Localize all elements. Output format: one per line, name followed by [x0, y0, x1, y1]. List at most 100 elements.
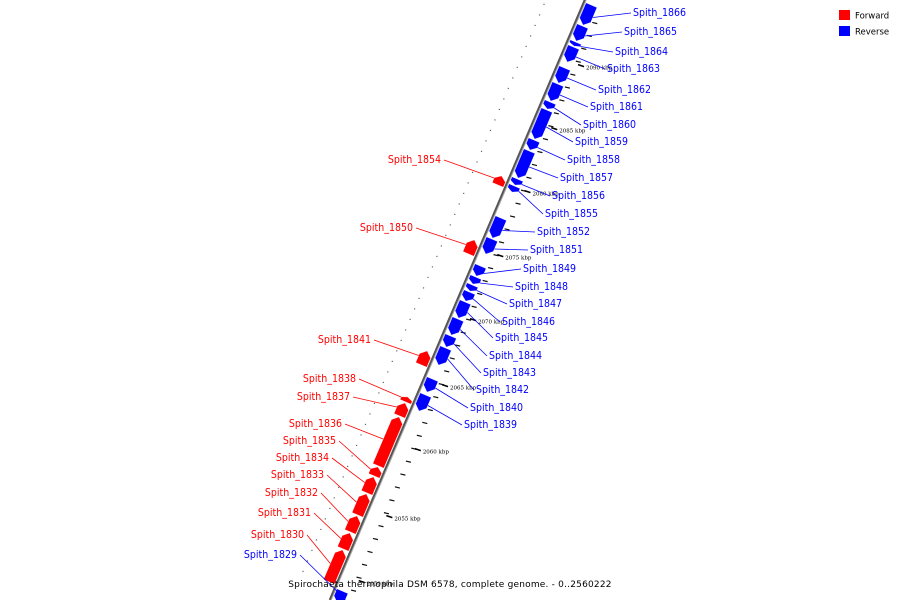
minor-tick [570, 73, 576, 76]
gene-spith-1842[interactable] [434, 345, 452, 366]
gene-spith-1859[interactable] [530, 107, 553, 140]
minor-tick [383, 512, 390, 515]
minor-tick [361, 563, 368, 567]
gene-spith-1836[interactable] [372, 416, 403, 469]
gene-spith-1839[interactable] [415, 392, 432, 412]
gene-label-spith-1859: Spith_1859 [575, 136, 628, 148]
gene-label-spith-1836: Spith_1836 [289, 418, 342, 430]
gene-spith-1848[interactable] [468, 274, 482, 285]
guide-dot [431, 266, 434, 268]
leader-spith-1855 [518, 191, 544, 215]
leader-spith-1861 [559, 94, 589, 108]
minor-tick [444, 370, 450, 373]
guide-dot [534, 24, 536, 27]
guide-dot [498, 108, 500, 111]
guide-dot [342, 476, 344, 478]
gene-spith-1860[interactable] [542, 99, 557, 110]
guide-dot [320, 528, 322, 531]
gene-spith-1838[interactable] [399, 396, 413, 405]
gene-spith-1862[interactable] [554, 65, 571, 84]
gene-spith-1843[interactable] [442, 333, 457, 348]
leader-spith-1839 [427, 405, 463, 426]
minor-tick [427, 408, 433, 412]
gene-spith-1861[interactable] [547, 81, 564, 102]
minor-tick [592, 21, 598, 25]
gene-label-spith-1837: Spith_1837 [297, 391, 350, 403]
gene-spith-1835[interactable] [368, 466, 382, 479]
guide-dot [463, 192, 465, 195]
leader-spith-1866 [592, 12, 632, 18]
gene-spith-1852[interactable] [488, 215, 507, 239]
gene-label-spith-1852: Spith_1852 [537, 226, 590, 238]
gene-label-spith-1835: Spith_1835 [283, 435, 336, 447]
minor-tick [531, 163, 538, 167]
leader-spith-1840 [435, 387, 469, 409]
guide-dot [507, 87, 509, 90]
guide-dot [338, 486, 340, 489]
guide-dot [480, 150, 483, 153]
gene-spith-1846[interactable] [461, 289, 476, 302]
leader-spith-1835 [338, 440, 371, 470]
gene-spith-1831[interactable] [337, 532, 354, 552]
guide-dot [396, 350, 398, 352]
gene-label-spith-1854: Spith_1854 [388, 154, 441, 166]
gene-features [323, 2, 598, 600]
leader-spith-1865 [584, 31, 623, 37]
gene-label-spith-1838: Spith_1838 [303, 373, 356, 385]
gene-spith-1854[interactable] [491, 175, 506, 188]
gene-spith-1865[interactable] [572, 23, 589, 42]
gene-spith-1833[interactable] [351, 493, 371, 518]
guide-dot [329, 507, 331, 510]
guide-dot [400, 339, 402, 342]
tick-label: 2060 kbp [423, 450, 450, 456]
gene-spith-1855[interactable] [507, 183, 521, 193]
gene-spith-1830[interactable] [323, 549, 347, 585]
minor-tick [498, 241, 505, 244]
gene-spith-1834[interactable] [361, 476, 378, 496]
guide-dot [485, 140, 487, 142]
gene-spith-1851[interactable] [482, 236, 498, 255]
gene-label-spith-1844: Spith_1844 [489, 350, 542, 362]
guide-dot [418, 297, 420, 300]
gene-spith-1837[interactable] [393, 402, 409, 419]
leader-spith-1862 [566, 77, 597, 91]
guide-dot [436, 255, 438, 258]
minor-tick [433, 395, 439, 399]
gene-spith-1849[interactable] [472, 263, 487, 277]
gene-spith-1856[interactable] [510, 176, 524, 186]
gene-spith-1850[interactable] [462, 239, 479, 257]
guide-dot [306, 560, 309, 562]
guide-dot [364, 423, 367, 426]
gene-spith-1832[interactable] [344, 515, 361, 535]
guide-dot [512, 77, 514, 79]
gene-spith-1844[interactable] [447, 316, 464, 336]
minor-tick [553, 112, 560, 115]
gene-spith-1863[interactable] [563, 44, 580, 63]
leader-spith-1829 [299, 554, 346, 600]
minor-tick [487, 266, 494, 270]
guide-dot [543, 3, 545, 6]
gene-label-spith-1833: Spith_1833 [271, 469, 324, 481]
major-tick [441, 383, 449, 388]
gene-spith-1858[interactable] [526, 137, 540, 151]
minor-tick [575, 60, 581, 63]
genome-axis [328, 0, 587, 600]
gene-spith-1866[interactable] [579, 2, 598, 26]
minor-tick [466, 318, 472, 321]
minor-tick [449, 357, 455, 360]
gene-spith-1857[interactable] [514, 148, 536, 179]
leader-spith-1834 [331, 457, 365, 483]
gene-labels: Spith_1829 Spith_1830 Spith_1831 Spith_1832… [244, 7, 686, 561]
guide-dot [302, 570, 304, 573]
minor-tick [537, 150, 543, 154]
gene-label-spith-1866: Spith_1866 [633, 7, 686, 19]
gene-spith-1840[interactable] [423, 376, 439, 393]
leader-spith-1864 [580, 46, 614, 53]
gene-spith-1841[interactable] [415, 350, 431, 368]
gene-spith-1845[interactable] [454, 299, 472, 319]
gene-spith-1847[interactable] [465, 282, 479, 292]
gene-spith-1864[interactable] [569, 39, 582, 47]
guide-dot [360, 434, 362, 436]
guide-dot [489, 129, 492, 132]
guide-dot [458, 203, 460, 205]
